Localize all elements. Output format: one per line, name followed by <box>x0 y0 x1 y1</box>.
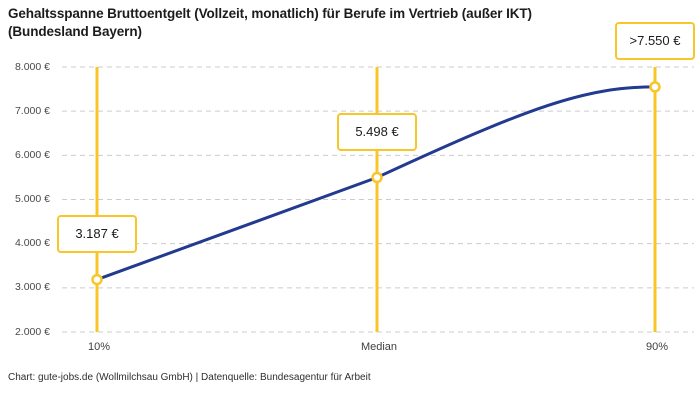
y-axis-tick-label: 5.000 € <box>14 193 50 205</box>
value-label: 5.498 € <box>337 112 417 151</box>
chart-title: Gehaltsspanne Bruttoentgelt (Vollzeit, m… <box>8 6 532 39</box>
x-axis-tick-label: 90% <box>645 341 669 353</box>
x-axis-tick-label: Median <box>360 341 398 353</box>
data-point-marker <box>649 81 661 93</box>
y-axis-tick-label: 3.000 € <box>14 281 50 294</box>
data-point-marker <box>91 273 103 286</box>
attribution-footer: Chart: gute-jobs.de (Wollmilchsau GmbH) … <box>8 372 371 383</box>
y-axis-tick-label: 2.000 € <box>14 325 50 338</box>
y-axis-tick-label: 4.000 € <box>14 237 50 250</box>
value-label: >7.550 € <box>615 21 695 60</box>
value-label: 3.187 € <box>57 214 137 253</box>
salary-series-line <box>95 85 657 282</box>
x-axis-tick-label: 10% <box>87 341 111 353</box>
data-point-marker <box>371 171 383 184</box>
y-axis-tick-label: 8.000 € <box>14 60 50 73</box>
y-axis-tick-label: 7.000 € <box>14 104 50 117</box>
y-axis-tick-label: 6.000 € <box>14 148 50 161</box>
y-axis: 8.000 € 7.000 € 6.000 € 5.000 € 4.000 € 3.000… <box>0 0 50 400</box>
